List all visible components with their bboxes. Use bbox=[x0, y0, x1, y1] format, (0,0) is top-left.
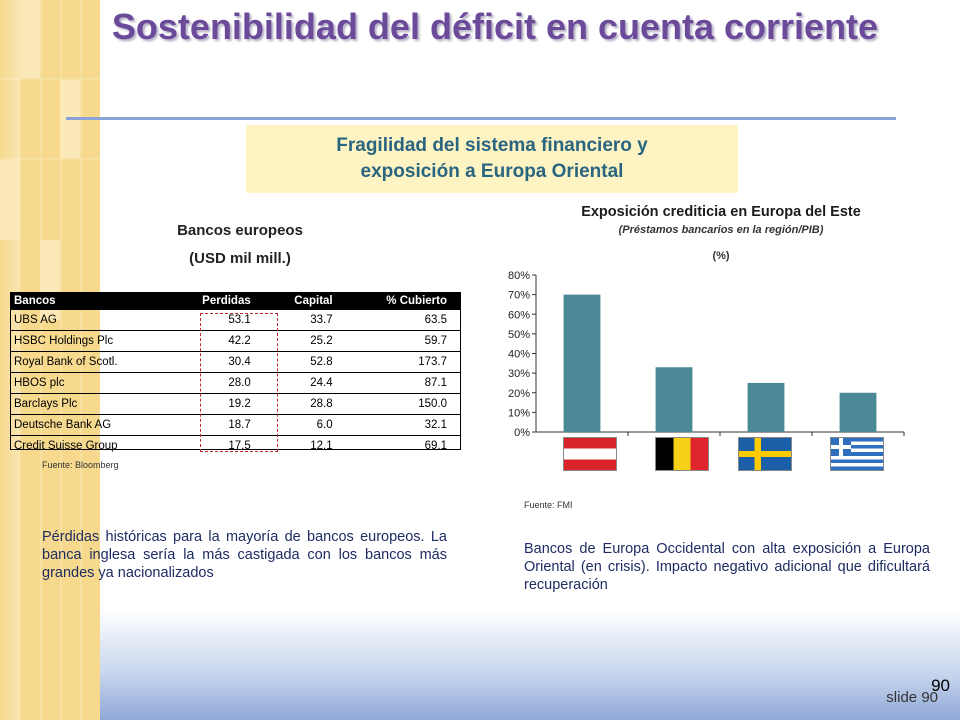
table-cell: 28.8 bbox=[264, 393, 347, 415]
table-cell: 18.7 bbox=[168, 414, 265, 436]
table-row: Credit Suisse Group 17.5 12.1 69.1 bbox=[10, 435, 461, 456]
bar-austria bbox=[563, 294, 601, 432]
table-cell: 150.0 bbox=[346, 393, 461, 415]
table-cell: Credit Suisse Group bbox=[10, 435, 168, 456]
table-cell: 19.2 bbox=[168, 393, 265, 415]
table-cell: 53.1 bbox=[168, 309, 265, 331]
table-header-row: Bancos Perdidas Capital % Cubierto bbox=[10, 292, 461, 310]
table-row: Royal Bank of Scotl. 30.4 52.8 173.7 bbox=[10, 351, 461, 373]
table-cell: 87.1 bbox=[346, 372, 461, 394]
table-cell: Royal Bank of Scotl. bbox=[10, 351, 168, 373]
band-tile bbox=[0, 160, 20, 240]
y-tick-label: 0% bbox=[514, 427, 530, 439]
austria-flag-icon bbox=[563, 437, 617, 471]
belgium-flag-icon bbox=[655, 437, 709, 471]
table-row: Deutsche Bank AG 18.7 6.0 32.1 bbox=[10, 414, 461, 436]
table-cell: HSBC Holdings Plc bbox=[10, 330, 168, 352]
page-number: 90 bbox=[931, 676, 950, 695]
title-divider bbox=[66, 117, 896, 120]
table-cell: 6.0 bbox=[264, 414, 347, 436]
y-tick-label: 40% bbox=[508, 349, 530, 361]
table-cell: Barclays Plc bbox=[10, 393, 168, 415]
table-title: Bancos europeos bbox=[177, 222, 303, 239]
chart-source: Fuente: FMI bbox=[524, 500, 573, 510]
table-cell: 24.4 bbox=[264, 372, 347, 394]
y-tick-label: 70% bbox=[508, 290, 530, 302]
table-cell: 42.2 bbox=[168, 330, 265, 352]
bottom-gradient bbox=[100, 610, 960, 720]
y-tick-label: 50% bbox=[508, 329, 530, 341]
left-commentary: Pérdidas históricas para la mayoría de b… bbox=[42, 529, 447, 581]
subtitle-box: Fragilidad del sistema financiero y expo… bbox=[246, 125, 738, 193]
table-cell: UBS AG bbox=[10, 309, 168, 331]
sweden-flag-icon bbox=[738, 437, 792, 471]
table-cell: 30.4 bbox=[168, 351, 265, 373]
chart-unit: (%) bbox=[712, 250, 730, 262]
right-commentary: Bancos de Europa Occidental con alta exp… bbox=[524, 541, 930, 593]
y-tick-label: 60% bbox=[508, 309, 530, 321]
y-tick-label: 80% bbox=[508, 270, 530, 282]
table-row: HSBC Holdings Plc 42.2 25.2 59.7 bbox=[10, 330, 461, 352]
slide-label: slide 90 bbox=[886, 689, 938, 706]
bar-suecia bbox=[747, 382, 785, 432]
table-cell: 28.0 bbox=[168, 372, 265, 394]
table-row: Barclays Plc 19.2 28.8 150.0 bbox=[10, 393, 461, 415]
bar-grecia bbox=[839, 392, 877, 432]
table-cell: 12.1 bbox=[264, 435, 347, 456]
table-cell: 17.5 bbox=[168, 435, 265, 456]
band-tile bbox=[20, 0, 40, 78]
table-cell: 52.8 bbox=[264, 351, 347, 373]
greece-flag-icon bbox=[830, 437, 884, 471]
table-cell: 33.7 bbox=[264, 309, 347, 331]
table-cell: 59.7 bbox=[346, 330, 461, 352]
table-cell: 32.1 bbox=[346, 414, 461, 436]
table-cell: 63.5 bbox=[346, 309, 461, 331]
y-tick-label: 30% bbox=[508, 368, 530, 380]
chart-subtitle: (Préstamos bancarios en la región/PIB) bbox=[618, 224, 824, 236]
table-cell: Deutsche Bank AG bbox=[10, 414, 168, 436]
table-row: UBS AG 53.1 33.7 63.5 bbox=[10, 309, 461, 331]
column-header: Bancos bbox=[10, 292, 168, 310]
table-row: HBOS plc 28.0 24.4 87.1 bbox=[10, 372, 461, 394]
subtitle-text: Fragilidad del sistema financiero y expo… bbox=[336, 135, 648, 182]
bar-blgica bbox=[655, 367, 693, 432]
column-header: Perdidas bbox=[168, 292, 265, 310]
table-cell: HBOS plc bbox=[10, 372, 168, 394]
table-cell: 25.2 bbox=[264, 330, 347, 352]
table-cell: 173.7 bbox=[346, 351, 461, 373]
chart-title: Exposición crediticia en Europa del Este bbox=[581, 204, 861, 220]
greece-flag-canton bbox=[831, 438, 851, 456]
table-source: Fuente: Bloomberg bbox=[42, 460, 119, 470]
y-tick-label: 10% bbox=[508, 407, 530, 419]
slide-title: Sostenibilidad del déficit en cuenta cor… bbox=[111, 6, 879, 47]
y-tick-label: 20% bbox=[508, 388, 530, 400]
table-unit: (USD mil mill.) bbox=[189, 250, 291, 267]
banks-table: Bancos Perdidas Capital % Cubierto UBS A… bbox=[10, 292, 461, 456]
exposure-bar-chart: 0% 10% 20% 30% 40% 50% 60% 70% 80% bbox=[508, 270, 905, 439]
column-header: Capital bbox=[264, 292, 347, 310]
table-cell: 69.1 bbox=[346, 435, 461, 456]
column-header: % Cubierto bbox=[346, 292, 461, 310]
